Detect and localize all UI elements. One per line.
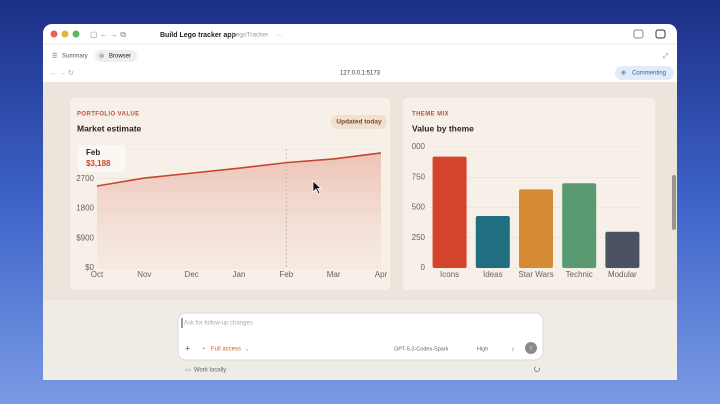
cursor	[312, 180, 322, 195]
x-tick-label: Technic	[566, 270, 593, 279]
bar	[562, 183, 597, 268]
nav-icons[interactable]: ▢ ← → ⧉	[90, 30, 126, 39]
expand[interactable]: ⤢	[663, 53, 669, 60]
summary-icon: ☰	[52, 53, 57, 60]
send-button[interactable]	[525, 342, 537, 354]
scrollbar[interactable]	[672, 175, 676, 230]
x-tick-label: Feb	[279, 270, 293, 279]
browser-nav[interactable]: ← → ↻	[50, 70, 74, 77]
mic-button[interactable]: ♪	[511, 346, 515, 353]
minimize-button[interactable]	[61, 30, 69, 38]
add-button[interactable]: +	[185, 343, 190, 353]
chevron: ⌄	[245, 346, 249, 352]
tab[interactable]: Browser	[109, 54, 131, 60]
y-tick-label: 000	[412, 142, 426, 151]
sidebar-icon[interactable]	[655, 29, 666, 39]
comment-icon: ⊕	[621, 71, 626, 77]
window-title: Build Lego tracker app	[160, 32, 236, 39]
x-tick-label: Jan	[233, 270, 246, 279]
y-tick-label: $0	[85, 263, 94, 272]
x-tick-label: Oct	[91, 270, 104, 279]
model-select[interactable]: GPT-5.3-Codex-Spark	[394, 346, 449, 352]
spinner	[534, 366, 540, 372]
zoom-button[interactable]	[72, 30, 80, 38]
tooltip-title: Feb	[86, 148, 100, 157]
x-tick-label: Ideas	[483, 270, 503, 279]
browser-icon: ◎	[99, 54, 104, 60]
url[interactable]: 127.0.0.1:5173	[340, 71, 381, 77]
x-tick-label: Nov	[137, 270, 151, 279]
eyebrow: THEME MIX	[412, 112, 449, 118]
send-icon: ↑	[529, 345, 533, 352]
bar	[519, 189, 553, 268]
bar	[432, 156, 467, 268]
composer[interactable]	[177, 312, 544, 361]
bar	[605, 231, 640, 268]
x-tick-label: Mar	[327, 270, 341, 279]
y-tick-label: 0	[421, 263, 426, 272]
eyebrow: PORTFOLIO VALUE	[77, 112, 140, 118]
close-button[interactable]	[50, 30, 58, 38]
x-tick-label: Modular	[608, 270, 637, 279]
project-name: LegoTracker	[232, 32, 269, 39]
laptop-icon: ▭	[185, 368, 191, 374]
panel-icon[interactable]	[633, 29, 644, 39]
effort-select[interactable]: High	[477, 346, 488, 352]
work-mode[interactable]: Work locally	[194, 368, 226, 374]
placeholder[interactable]: Ask for follow-up changes	[184, 321, 253, 327]
x-tick-label: Apr	[375, 270, 388, 279]
y-tick-label: $900	[76, 233, 94, 242]
x-tick-label: Star Wars	[518, 270, 553, 279]
access-icon: ◔	[201, 346, 205, 353]
more[interactable]: ···	[276, 32, 283, 39]
active-tab[interactable]	[95, 50, 137, 62]
chart-title: Market estimate	[77, 123, 142, 133]
bar	[475, 215, 510, 268]
y-tick-label: 750	[412, 172, 426, 181]
y-tick-label: 2700	[76, 174, 94, 183]
tooltip-value: $3,188	[86, 159, 111, 168]
commenting-label: Commenting	[632, 71, 666, 77]
commenting-button[interactable]	[615, 66, 674, 80]
y-tick-label: 500	[412, 203, 426, 212]
chart-title: Value by theme	[412, 123, 474, 133]
y-tick-label: 250	[412, 233, 426, 242]
tooltip	[78, 145, 126, 172]
access-select[interactable]: Full access	[211, 347, 241, 353]
y-tick-label: 1800	[76, 204, 94, 213]
charts: PORTFOLIO VALUE Market estimate $0 $900 1800…	[76, 112, 644, 279]
area	[97, 152, 381, 268]
tab[interactable]: Summary	[62, 54, 88, 60]
x-tick-label: Dec	[185, 270, 199, 279]
badge	[331, 115, 387, 129]
line	[96, 152, 382, 187]
x-tick-label: Icons	[440, 270, 459, 279]
badge-label: Updated today	[336, 119, 382, 126]
